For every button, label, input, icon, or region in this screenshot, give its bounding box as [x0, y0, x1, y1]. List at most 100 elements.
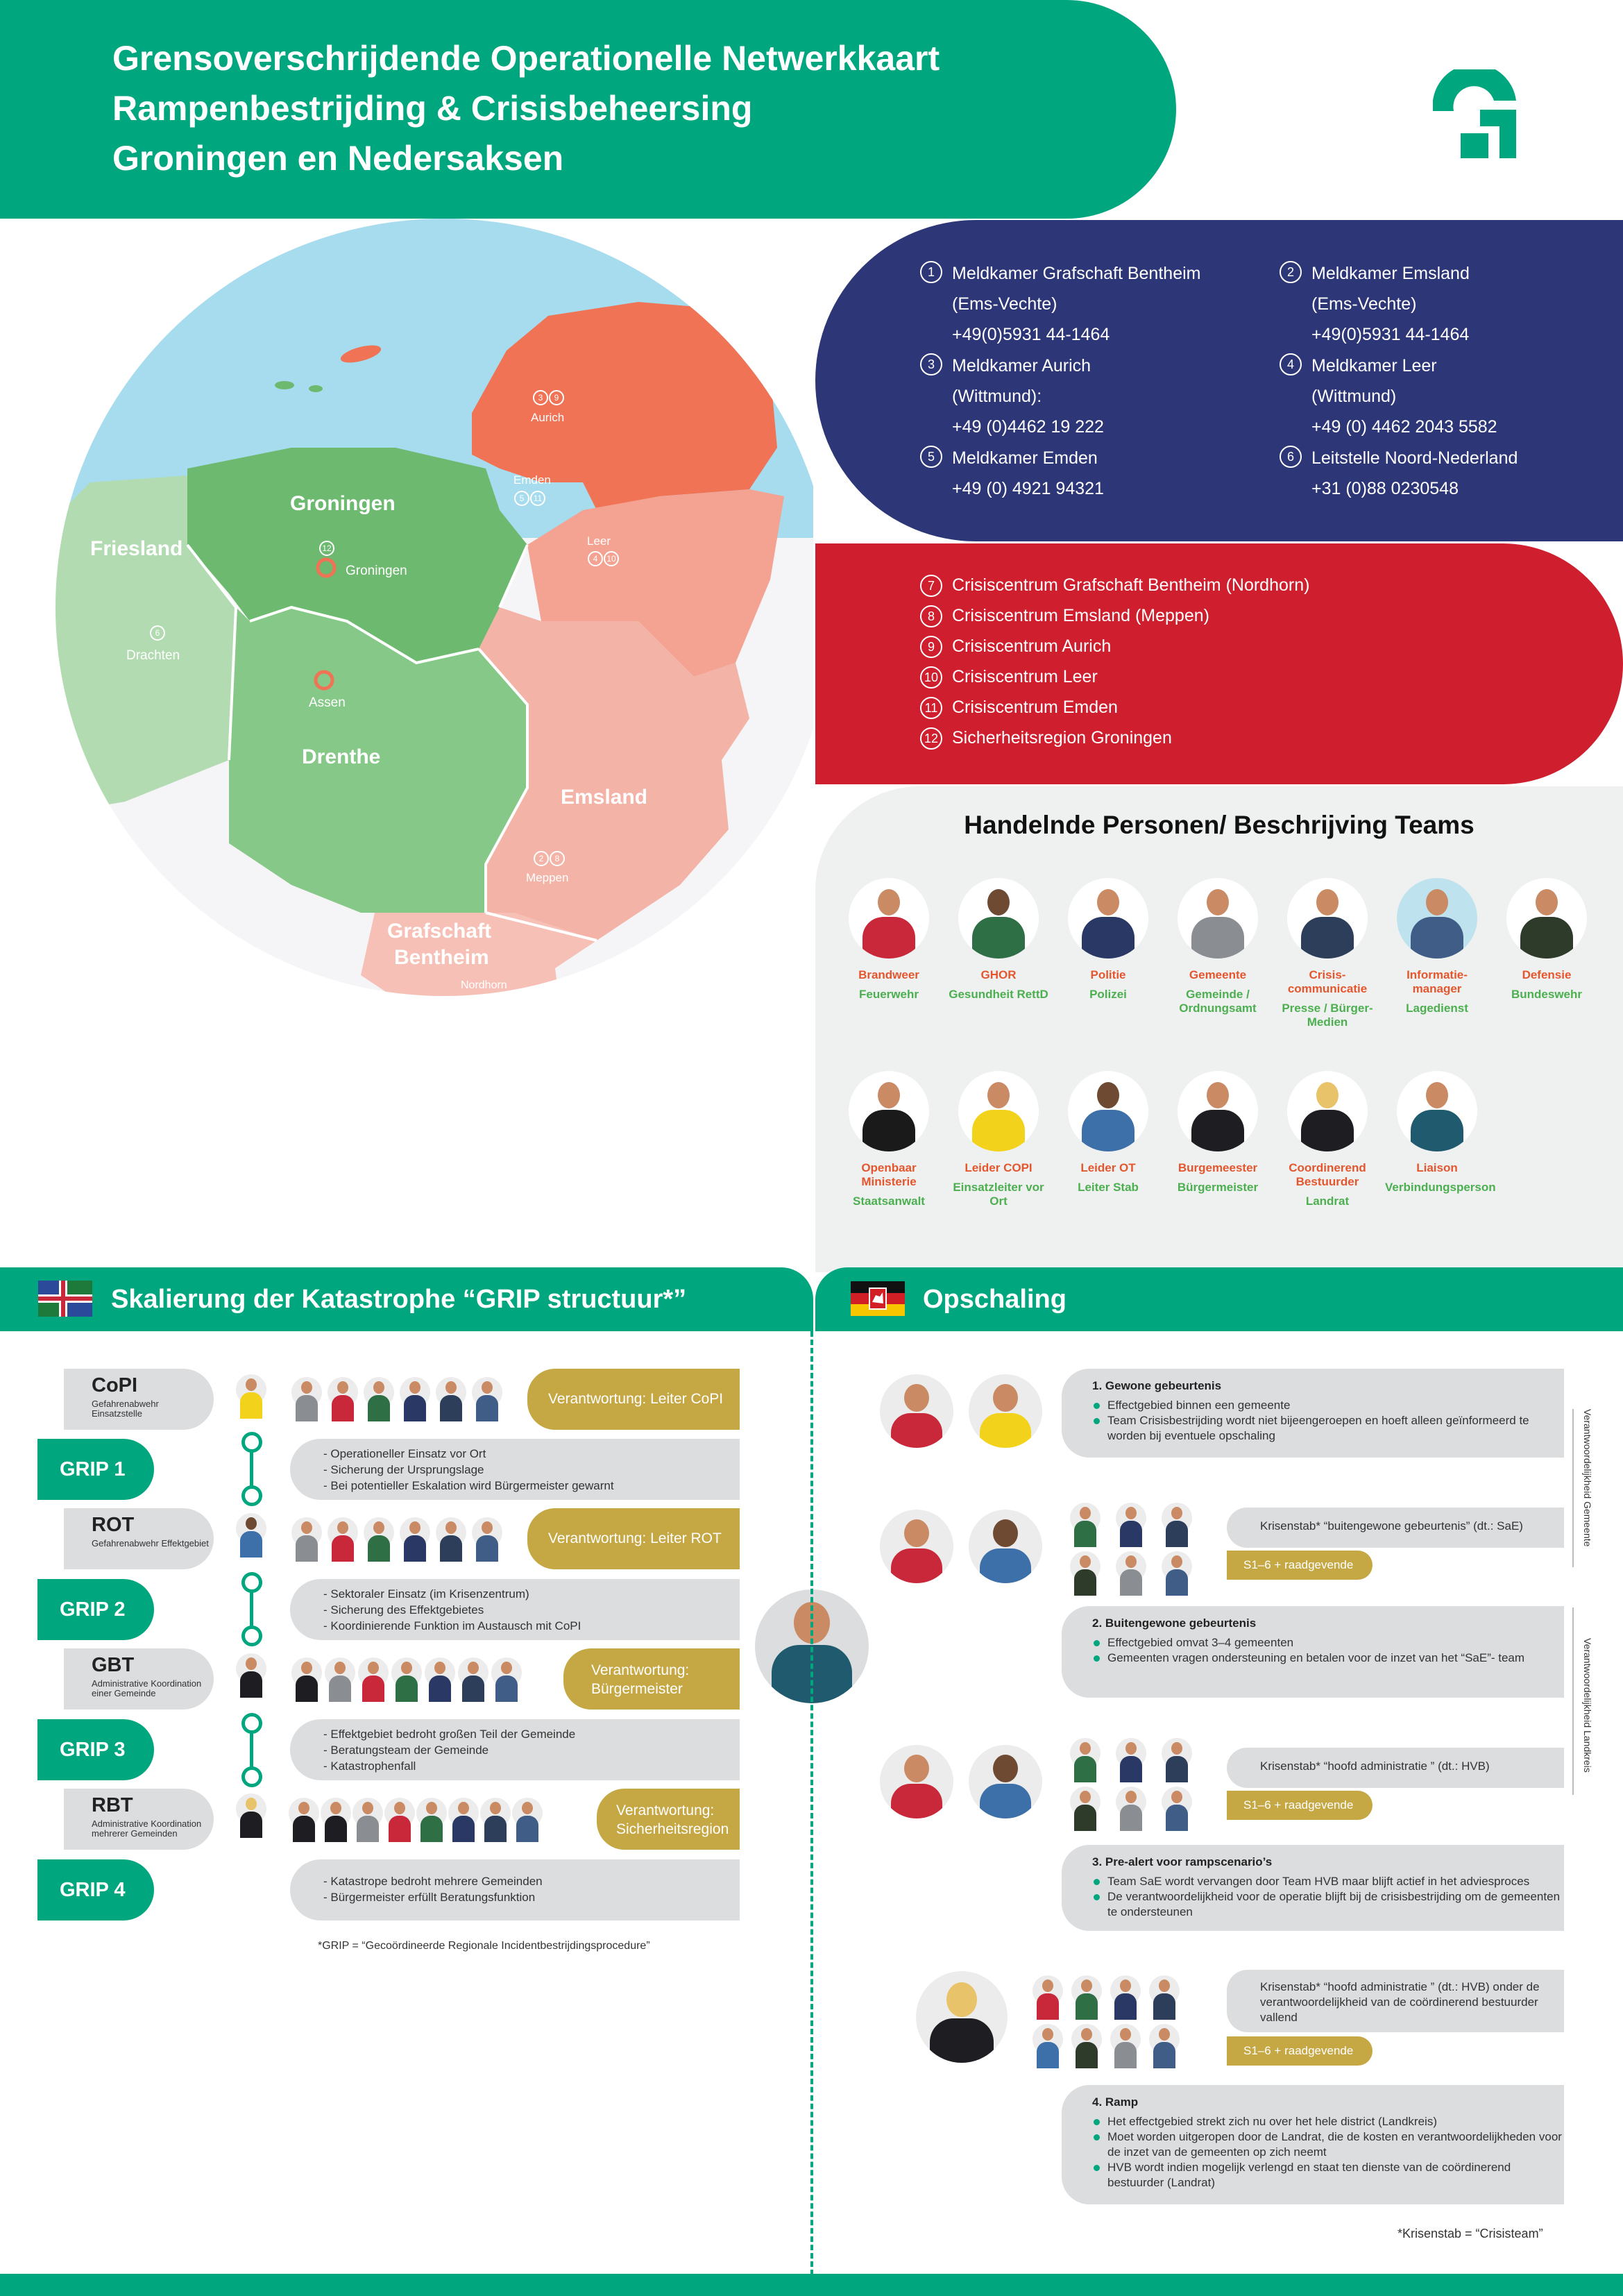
control-center-2: 2 Meldkamer Emsland (Ems-Vechte) +49(0)593… — [1280, 258, 1470, 350]
groningen-region — [187, 448, 527, 663]
krisenstab-hvb-tag: S1–6 + raadgevende — [1227, 1791, 1373, 1820]
drenthe-region — [229, 607, 527, 913]
copi-leader-avatar-icon — [958, 1071, 1039, 1151]
grafschaft-region — [361, 913, 597, 996]
person-ghor: GHOR Gesundheit RettD — [946, 878, 1051, 1002]
emsland-region — [479, 607, 749, 940]
lower-saxony-flag-icon — [851, 1281, 905, 1316]
person-defensie: Defensie Bundeswehr — [1495, 878, 1599, 1002]
marker-8 — [550, 851, 565, 866]
label-groningen: Groningen — [290, 492, 396, 515]
grip-footnote: *GRIP = “Gecoördineerde Regionale Incide… — [318, 1940, 650, 1952]
team-member-icon — [472, 1517, 502, 1563]
marker-1 — [472, 997, 487, 1012]
team-member-icon — [1162, 1738, 1192, 1784]
team-member-icon — [1071, 2024, 1102, 2070]
marker-2 — [534, 851, 549, 866]
team-member-icon — [1110, 2024, 1141, 2070]
bracket-landkreis — [1572, 1607, 1574, 1795]
team-member-icon — [1110, 1975, 1141, 2021]
svg-text:3: 3 — [538, 393, 543, 403]
level-rbt: RBT Administrative Koordination mehrerer … — [64, 1789, 214, 1850]
team-member-icon — [400, 1377, 430, 1423]
header-banner — [0, 0, 1176, 219]
team-member-icon — [400, 1517, 430, 1563]
crisis-center-8: 8 Crisiscentrum Emsland (Meppen) — [920, 600, 1209, 631]
person-leider-copi: Leider COPI Einsatzleiter vor Ort — [946, 1071, 1051, 1208]
team-member-icon — [352, 1798, 383, 1843]
team-member-icon — [291, 1377, 322, 1423]
team-member-icon — [1162, 1503, 1192, 1548]
team-member-icon — [325, 1657, 355, 1703]
district-administrator-icon — [236, 1793, 266, 1839]
svg-text:12: 12 — [322, 543, 332, 553]
team-member-icon — [491, 1657, 522, 1703]
aurich-region — [472, 302, 777, 510]
ot-leader-avatar-icon — [1068, 1071, 1148, 1151]
team-member-icon — [364, 1517, 394, 1563]
label-drachten: Drachten — [126, 648, 180, 663]
team-member-icon — [472, 1377, 502, 1423]
team-member-icon — [321, 1798, 351, 1843]
crisis-center-7: 7 Crisiscentrum Grafschaft Bentheim (Nord… — [920, 570, 1309, 600]
timeline-dot — [241, 1766, 262, 1787]
svg-text:2: 2 — [539, 854, 544, 863]
team-member-icon — [512, 1798, 543, 1843]
prosecutor-avatar-icon — [849, 1071, 929, 1151]
team-member-icon — [328, 1377, 358, 1423]
team-member-icon — [358, 1657, 389, 1703]
team-member-icon — [1116, 1551, 1146, 1597]
krisenstab-hvb: Krisenstab* “hoofd administratie ” (dt.:… — [1227, 1748, 1564, 1788]
crisis-center-11: 11 Crisiscentrum Emden — [920, 692, 1118, 723]
timeline-dot — [241, 1572, 262, 1593]
label-groningen-city: Groningen — [346, 564, 407, 578]
firefighter-avatar-icon — [849, 878, 929, 959]
person-openbaar-ministerie: Openbaar Ministerie Staatsanwalt — [837, 1071, 941, 1208]
krisenstab-hvb-landrat: Krisenstab* “hoofd administratie ” (dt.:… — [1227, 1970, 1564, 2032]
region-map: Friesland Groningen Drenthe Emsland Graf… — [0, 219, 813, 1265]
information-manager-avatar-icon — [1397, 878, 1477, 959]
team-member-icon — [1070, 1738, 1101, 1784]
event-1-box: 1. Gewone gebeurtenis Effectgebied binne… — [1062, 1369, 1564, 1458]
team-member-icon — [1070, 1551, 1101, 1597]
label-grafschaft-2: Bentheim — [394, 946, 489, 969]
crisis-center-10: 10 Crisiscentrum Leer — [920, 661, 1098, 692]
team-member-icon — [1070, 1503, 1101, 1548]
label-emsland: Emsland — [561, 786, 647, 809]
team-member-icon — [1116, 1787, 1146, 1832]
control-center-5: 5 Meldkamer Emden +49 (0) 4921 94321 — [920, 443, 1104, 504]
responsibility-gbt: Verantwortung: Bürgermeister — [563, 1648, 740, 1710]
svg-text:10: 10 — [606, 554, 616, 564]
grip-2-pill: GRIP 2 — [37, 1579, 154, 1640]
crisis-centers-panel — [815, 543, 1623, 784]
label-drenthe: Drenthe — [302, 745, 380, 768]
firefighter-avatar-icon — [880, 1374, 953, 1448]
timeline-dot — [241, 1626, 262, 1646]
friesland-region — [56, 475, 236, 816]
ops-footnote: *Krisenstab = “Crisisteam” — [1397, 2227, 1543, 2240]
marker-10 — [604, 551, 619, 566]
page-title-line-1: Grensoverschrijdende Operationelle Netwe… — [112, 39, 940, 78]
event-4-box: 4. Ramp Het effectgebied strekt zich nu … — [1062, 2085, 1564, 2204]
footer-bar — [0, 2274, 1623, 2296]
person-burgemeester: Burgemeester Bürgermeister — [1166, 1071, 1270, 1195]
firefighter-avatar-icon — [880, 1745, 953, 1818]
press-officer-avatar-icon — [1287, 878, 1368, 959]
level-copi: CoPI Gefahrenabwehr Einsatzstelle — [64, 1369, 214, 1430]
label-assen: Assen — [309, 695, 346, 710]
soldier-avatar-icon — [1506, 878, 1587, 959]
assen-city-marker — [314, 670, 334, 691]
person-brandweer: Brandweer Feuerwehr — [837, 878, 941, 1002]
team-member-icon — [436, 1517, 466, 1563]
responsibility-copi: Verantwortung: Leiter CoPI — [527, 1369, 740, 1430]
timeline-dot — [241, 1485, 262, 1506]
control-center-3: 3 Meldkamer Aurich (Wittmund): +49 (0)4462… — [920, 351, 1104, 442]
municipal-worker-avatar-icon — [1178, 878, 1258, 959]
event-3-box: 3. Pre-alert voor rampscenario’s Team Sa… — [1062, 1845, 1564, 1931]
krisenstab-sae-tag: S1–6 + raadgevende — [1227, 1551, 1373, 1580]
side-label-landkreis: Verantwoordelijkheid Landkreis — [1582, 1638, 1593, 1773]
ot-leader-icon — [236, 1513, 266, 1559]
grip-1-pill: GRIP 1 — [37, 1439, 154, 1500]
grip-3-pill: GRIP 3 — [37, 1719, 154, 1780]
team-member-icon — [1162, 1551, 1192, 1597]
